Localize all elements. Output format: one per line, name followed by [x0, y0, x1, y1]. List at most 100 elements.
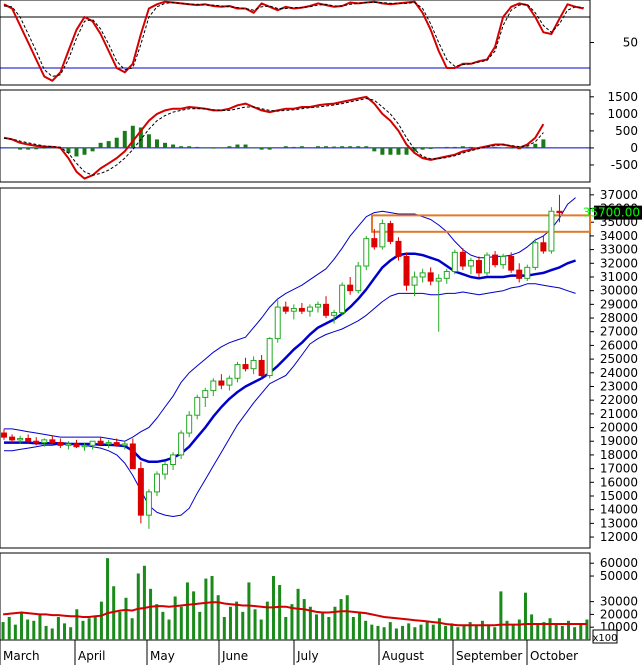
volume-bar	[179, 606, 183, 640]
volume-bar	[419, 624, 423, 640]
macd-histogram-bar	[444, 146, 449, 148]
price-tick-label: 26000	[600, 338, 638, 352]
volume-bar	[247, 582, 251, 640]
macd-histogram-bar	[154, 139, 159, 148]
volume-bar	[566, 620, 570, 640]
volume-bar	[228, 606, 232, 640]
candle-body	[266, 338, 273, 377]
candle-body	[186, 414, 193, 434]
candle-body	[145, 491, 152, 516]
volume-bar	[284, 616, 288, 640]
volume-bar	[462, 624, 466, 640]
candle-body	[314, 303, 321, 308]
candle-body	[331, 312, 338, 316]
macd-histogram-bar	[291, 146, 296, 148]
candle-body	[81, 444, 88, 448]
volume-bar	[106, 558, 110, 640]
candle-body	[467, 260, 474, 267]
price-tick-label: 19000	[600, 434, 638, 448]
volume-bar	[351, 616, 355, 640]
macd-histogram-bar	[283, 146, 288, 148]
volume-bar	[241, 611, 245, 640]
candle-body	[387, 223, 394, 242]
macd-histogram-bar	[501, 147, 506, 149]
macd-histogram-bar	[243, 144, 248, 148]
price-tick-label: 16000	[600, 475, 638, 489]
macd-histogram-bar	[138, 127, 143, 148]
candle-body	[25, 437, 32, 442]
macd-histogram-bar	[114, 137, 119, 148]
volume-bar	[75, 609, 79, 640]
macd-histogram-bar	[163, 142, 168, 148]
x-axis-months: March April May June July August September Octo…	[0, 640, 578, 665]
macd-histogram-bar	[50, 147, 55, 149]
macd-histogram-bar	[26, 147, 31, 150]
volume-bar	[554, 623, 558, 640]
month-label: May	[150, 649, 175, 663]
volume-bar	[339, 599, 343, 640]
volume-bar	[548, 618, 552, 640]
macd-histogram-bar	[251, 147, 256, 149]
resistance-box	[371, 214, 591, 233]
candle-body	[323, 303, 330, 316]
volume-bar	[63, 623, 67, 640]
macd-histogram-bar	[509, 147, 514, 149]
volume-bar	[13, 624, 17, 640]
candle-body	[475, 260, 482, 274]
macd-histogram-bar	[98, 142, 103, 148]
volume-bar	[278, 584, 282, 640]
candle-body	[524, 266, 531, 279]
volume-average-line	[3, 601, 587, 627]
volume-bar	[81, 620, 85, 640]
candle-body	[516, 269, 523, 279]
volume-bar	[192, 591, 196, 640]
price-tick-label: 13000	[600, 516, 638, 530]
volume-bar	[32, 620, 36, 640]
month-label: June	[221, 649, 248, 663]
volume-bar	[358, 611, 362, 640]
candle-body	[33, 440, 40, 444]
volume-bar	[413, 627, 417, 640]
stochastic-%K-line	[3, 0, 584, 82]
candle-body	[250, 359, 257, 370]
volume-bar	[93, 615, 97, 640]
volume-bar	[210, 576, 214, 640]
candle-body	[540, 242, 547, 252]
candle-body	[1, 432, 8, 438]
candle-body	[97, 440, 104, 445]
volume-bar	[130, 618, 134, 640]
macd-histogram-bar	[364, 146, 369, 148]
volume-bar	[321, 611, 325, 640]
volume-bar	[38, 614, 42, 640]
volume-bar	[499, 591, 503, 640]
volume-bar	[474, 625, 478, 640]
macd-histogram-bar	[203, 147, 208, 149]
macd-histogram-bar	[219, 147, 224, 149]
candle-body	[435, 277, 442, 282]
price-tick-label: 34000	[600, 229, 638, 243]
macd-histogram-bar	[533, 143, 538, 148]
macd-histogram-bar	[404, 147, 409, 155]
volume-tick-label: 50000	[600, 569, 638, 583]
macd-histogram-bar	[396, 147, 401, 155]
volume-bar	[401, 625, 405, 640]
macd-histogram-bar	[227, 146, 232, 148]
price-tick-label: 28000	[600, 311, 638, 325]
volume-bar	[536, 624, 540, 640]
candle-body	[226, 377, 233, 386]
price-bollinger_upper-line	[4, 197, 576, 442]
candle-body	[298, 307, 305, 312]
volume-bar	[99, 601, 103, 640]
month-label: October	[530, 649, 578, 663]
volume-bar	[1, 622, 5, 640]
volume-bar	[69, 627, 73, 640]
volume-bar	[26, 619, 30, 640]
macd-macd-line	[3, 95, 545, 180]
macd-histogram-bar	[34, 147, 39, 150]
price-tick-label: 25000	[600, 352, 638, 366]
macd-histogram-bar	[267, 147, 272, 150]
macd-histogram-bar	[2, 147, 7, 148]
macd-histogram-bar	[146, 134, 151, 148]
volume-bar	[315, 614, 319, 640]
